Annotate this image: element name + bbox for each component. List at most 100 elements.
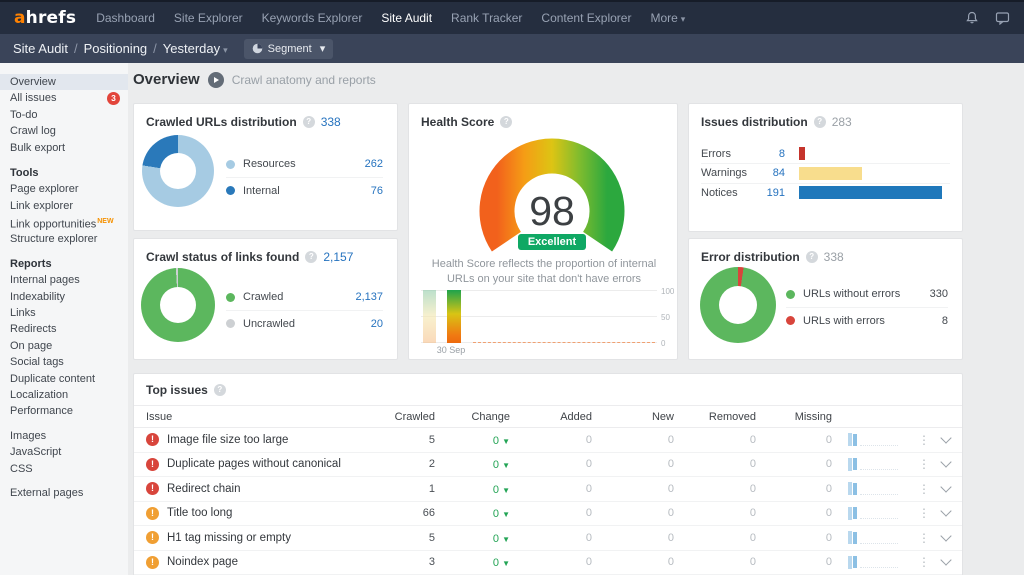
history-date-label: 30 Sep [436,345,466,355]
axis-label-50: 50 [661,313,670,322]
chat-icon[interactable] [994,10,1010,26]
health-score-value: 98 [529,188,575,234]
breadcrumb-site-audit[interactable]: Site Audit [13,41,68,56]
kebab-menu-icon[interactable]: ⋮ [918,555,930,570]
issue-link[interactable]: Title too long [167,507,233,520]
sidebar-item-on-page[interactable]: On page [10,339,53,352]
sidebar-item-images[interactable]: Images [10,429,47,442]
sidebar-item-internal-pages[interactable]: Internal pages [10,274,80,287]
help-icon[interactable]: ? [213,384,226,396]
crawled-urls-total[interactable]: 338 [320,115,341,129]
segment-button[interactable]: Segment ▾ [243,38,334,59]
chevron-down-icon[interactable] [940,481,952,493]
legend-row-resources[interactable]: Resources 262 [226,151,383,177]
error-icon [146,433,159,447]
legend-row-uncrawled[interactable]: Uncrawled 20 [226,310,383,336]
help-icon[interactable]: ? [813,116,826,128]
nav-item-site-explorer[interactable]: Site Explorer [173,11,243,25]
change-value: 0 ▼ [492,434,510,447]
kebab-menu-icon[interactable]: ⋮ [918,506,930,521]
error-distribution-total: 338 [823,250,844,264]
history-sparkline[interactable] [832,433,898,447]
chevron-down-icon[interactable] [940,530,952,542]
sidebar-item-link-explorer[interactable]: Link explorer [10,199,73,212]
history-sparkline[interactable] [832,482,898,496]
sidebar-item-external-pages[interactable]: External pages [10,486,84,499]
notices-count[interactable]: 191 [766,186,785,199]
breadcrumb-date-dropdown[interactable]: Yesterday ▾ [162,41,228,56]
help-icon[interactable]: ? [500,116,513,128]
play-video-icon[interactable] [207,71,224,88]
history-sparkline[interactable] [832,506,898,520]
sidebar-item-all-issues[interactable]: All issues 3 [0,90,128,106]
sidebar-item-links[interactable]: Links [10,307,36,320]
notifications-bell-icon[interactable] [964,10,980,26]
errors-count[interactable]: 8 [778,147,785,160]
history-sparkline[interactable] [832,555,898,569]
history-sparkline[interactable] [832,457,898,471]
table-row: Redirect chain 1 0 ▼ 0 0 0 0 ⋮ [134,477,962,502]
sidebar-item-redirects[interactable]: Redirects [10,323,57,336]
nav-item-rank-tracker[interactable]: Rank Tracker [451,11,523,25]
links-found-total[interactable]: 2,157 [323,250,354,264]
sidebar-item-social-tags[interactable]: Social tags [10,356,64,369]
nav-item-site-audit[interactable]: Site Audit [381,11,433,25]
sidebar-item-structure-explorer[interactable]: Structure explorer [10,232,98,245]
sidebar-item-page-explorer[interactable]: Page explorer [10,183,79,196]
help-icon[interactable]: ? [305,251,318,263]
kebab-menu-icon[interactable]: ⋮ [918,457,930,472]
nav-item-more[interactable]: More ▾ [650,11,686,25]
sidebar-item-duplicate-content[interactable]: Duplicate content [10,372,95,385]
chevron-down-icon[interactable] [940,505,952,517]
sidebar-item-bulk-export[interactable]: Bulk export [10,141,66,154]
issue-link[interactable]: H1 tag missing or empty [167,531,291,544]
ahrefs-logo[interactable]: ahrefs [14,8,76,28]
legend-row-urls-with-errors[interactable]: URLs with errors 8 [786,307,948,333]
kebab-menu-icon[interactable]: ⋮ [918,481,930,496]
sidebar-item-crawl-log[interactable]: Crawl log [10,125,56,138]
health-score-history-chart[interactable]: 100 50 0 [421,287,674,348]
table-row: Image file size too large 5 0 ▼ 0 0 0 0 … [134,428,962,453]
issue-link[interactable]: Duplicate pages without canonical [167,458,341,471]
sidebar-item-performance[interactable]: Performance [10,405,73,418]
crawl-anatomy-link[interactable]: Crawl anatomy and reports [231,72,376,87]
issue-link[interactable]: Image file size too large [167,433,289,446]
help-icon[interactable]: ? [302,116,315,128]
history-bar[interactable] [423,290,436,343]
issue-link[interactable]: Redirect chain [167,482,241,495]
sidebar-item-javascript[interactable]: JavaScript [10,446,62,459]
errors-bar[interactable] [799,147,805,161]
sidebar-item-css[interactable]: CSS [10,462,33,475]
sidebar-item-indexability[interactable]: Indexability [10,290,66,303]
warnings-count[interactable]: 84 [772,167,785,180]
crawled-urls-donut-chart[interactable] [142,135,214,207]
history-bar[interactable] [447,290,461,343]
nav-item-keywords-explorer[interactable]: Keywords Explorer [261,11,363,25]
help-icon[interactable]: ? [805,251,818,263]
issue-link[interactable]: Noindex page [167,556,238,569]
sidebar-item-localization[interactable]: Localization [10,389,69,402]
error-distribution-donut-chart[interactable] [700,267,776,343]
nav-item-content-explorer[interactable]: Content Explorer [541,11,632,25]
added-value: 0 [585,531,592,544]
legend-row-internal[interactable]: Internal 76 [226,177,383,203]
sidebar-item-overview[interactable]: Overview [0,74,128,91]
error-icon [146,482,159,496]
chevron-down-icon[interactable] [940,456,952,468]
removed-value: 0 [749,531,756,544]
nav-item-dashboard[interactable]: Dashboard [96,11,155,25]
history-sparkline[interactable] [832,531,898,545]
chevron-down-icon[interactable] [940,432,952,444]
notices-bar[interactable] [799,186,942,200]
chevron-down-icon[interactable] [940,554,952,566]
sidebar-header-reports: Reports [10,257,52,270]
crawl-status-donut-chart[interactable] [141,268,215,342]
kebab-menu-icon[interactable]: ⋮ [918,530,930,545]
breadcrumb-project[interactable]: Positioning [83,41,148,56]
sidebar-item-link-opportunities[interactable]: Link opportunitiesNEW [10,218,114,231]
kebab-menu-icon[interactable]: ⋮ [918,432,930,447]
warnings-bar[interactable] [799,166,862,180]
sidebar-item-to-do[interactable]: To-do [10,108,38,121]
legend-row-crawled[interactable]: Crawled 2,137 [226,284,383,310]
legend-row-urls-without-errors[interactable]: URLs without errors 330 [786,281,948,307]
